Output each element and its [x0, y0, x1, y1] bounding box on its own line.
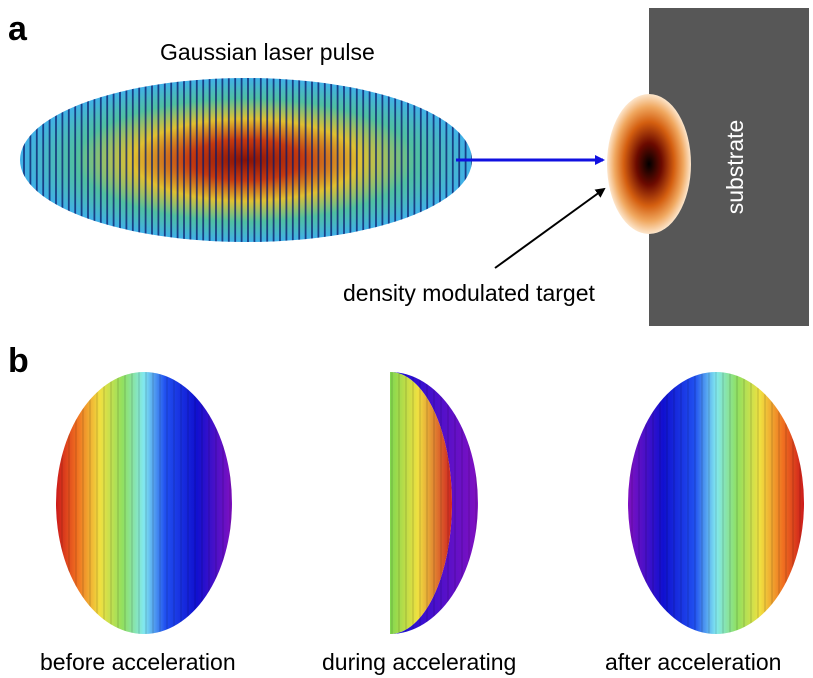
caption-during-accelerating: during accelerating	[322, 649, 516, 675]
pulse-label: Gaussian laser pulse	[160, 39, 375, 65]
panel-a-letter: a	[8, 10, 28, 48]
shape-during-accelerating	[390, 372, 478, 634]
oval-before-acceleration	[56, 372, 232, 634]
target-label: density modulated target	[343, 280, 595, 306]
caption-after-acceleration: after acceleration	[605, 649, 781, 675]
density-modulated-target	[607, 94, 691, 234]
caption-before-acceleration: before acceleration	[40, 649, 236, 675]
target-pointer-arrow	[494, 187, 606, 269]
gaussian-laser-pulse	[20, 78, 472, 242]
panel-b-letter: b	[8, 342, 29, 380]
substrate-label: substrate	[722, 120, 748, 215]
oval-after-acceleration	[628, 372, 804, 634]
